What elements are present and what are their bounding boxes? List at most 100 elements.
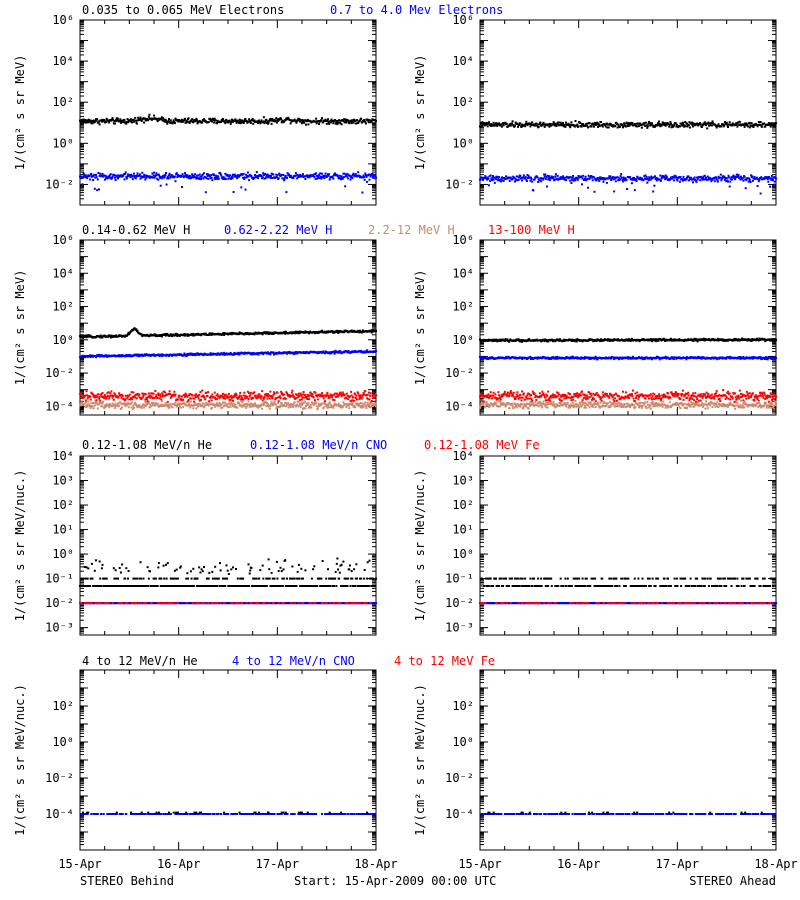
data-point xyxy=(528,338,531,341)
data-point xyxy=(366,118,369,121)
data-point xyxy=(127,406,130,409)
data-point xyxy=(238,396,240,399)
data-point xyxy=(168,172,171,175)
data-point xyxy=(203,119,206,122)
data-point xyxy=(280,121,283,124)
y-tick-label: 10⁴ xyxy=(452,266,474,280)
data-point xyxy=(112,122,115,125)
data-point xyxy=(735,175,738,178)
data-point xyxy=(138,393,141,396)
data-point xyxy=(97,355,100,357)
data-point xyxy=(675,123,678,126)
data-point xyxy=(492,339,495,342)
data-point xyxy=(274,119,277,122)
data-point xyxy=(252,403,255,406)
data-point xyxy=(495,122,497,125)
data-point xyxy=(496,179,499,182)
data-point xyxy=(114,122,116,125)
data-point xyxy=(147,400,150,403)
data-point xyxy=(646,181,649,184)
data-point xyxy=(360,397,363,400)
data-point xyxy=(249,120,252,123)
data-point xyxy=(240,400,243,403)
data-point xyxy=(630,121,633,124)
data-point xyxy=(298,404,301,406)
data-point xyxy=(705,124,707,127)
data-point xyxy=(154,174,157,177)
data-point xyxy=(330,394,333,397)
data-point xyxy=(617,123,620,126)
data-point xyxy=(283,179,286,182)
data-point xyxy=(316,408,319,411)
data-point xyxy=(254,395,257,398)
data-point xyxy=(268,332,271,335)
data-point xyxy=(238,331,241,334)
data-point xyxy=(517,125,519,128)
data-point xyxy=(204,176,207,179)
data-point xyxy=(350,175,353,178)
data-point xyxy=(237,397,240,400)
data-point xyxy=(284,174,287,177)
data-point xyxy=(148,394,151,397)
data-point xyxy=(131,408,134,411)
data-point xyxy=(134,401,137,404)
data-point xyxy=(127,331,130,334)
data-point xyxy=(89,398,92,401)
data-point xyxy=(312,173,315,176)
data-point xyxy=(192,174,195,177)
data-point xyxy=(601,125,604,128)
data-point xyxy=(160,398,163,401)
data-point xyxy=(142,176,145,179)
data-point xyxy=(521,179,524,182)
data-point xyxy=(276,391,279,394)
y-axis-label: 1/(cm² s sr MeV) xyxy=(13,55,27,171)
data-point xyxy=(188,394,191,397)
data-point xyxy=(115,117,118,120)
data-point xyxy=(486,125,489,128)
data-point xyxy=(710,122,713,125)
data-point xyxy=(131,121,134,124)
data-point xyxy=(480,176,483,179)
data-point xyxy=(106,392,109,395)
data-point xyxy=(625,179,628,181)
data-point xyxy=(93,173,96,176)
data-point xyxy=(330,352,333,355)
data-point xyxy=(157,178,160,181)
data-point xyxy=(268,175,271,177)
data-point xyxy=(751,175,754,178)
data-point xyxy=(623,178,626,181)
data-point xyxy=(264,173,267,176)
data-point xyxy=(588,177,591,180)
data-point xyxy=(635,122,638,125)
data-point xyxy=(329,120,332,123)
data-point xyxy=(490,338,493,341)
data-point xyxy=(550,124,553,127)
data-point xyxy=(113,174,116,177)
data-point xyxy=(340,395,343,398)
data-point xyxy=(122,173,125,176)
data-point xyxy=(366,397,369,400)
data-point xyxy=(103,397,106,400)
data-point xyxy=(347,119,350,122)
data-point xyxy=(142,403,145,406)
data-point xyxy=(96,396,99,399)
data-point xyxy=(241,401,244,404)
data-point xyxy=(125,120,128,123)
data-point xyxy=(123,178,126,181)
data-point xyxy=(598,176,601,179)
data-point xyxy=(750,174,753,177)
data-point xyxy=(241,119,244,122)
data-point xyxy=(267,393,269,396)
data-point xyxy=(773,180,776,183)
data-point xyxy=(220,120,223,123)
data-point xyxy=(591,179,594,182)
data-point xyxy=(338,394,341,396)
data-point xyxy=(195,407,198,410)
data-point xyxy=(259,396,262,398)
data-point xyxy=(352,121,355,124)
data-point xyxy=(334,119,337,122)
data-point xyxy=(83,354,86,357)
data-point xyxy=(280,118,283,121)
data-point xyxy=(724,178,726,181)
data-point xyxy=(348,395,351,398)
